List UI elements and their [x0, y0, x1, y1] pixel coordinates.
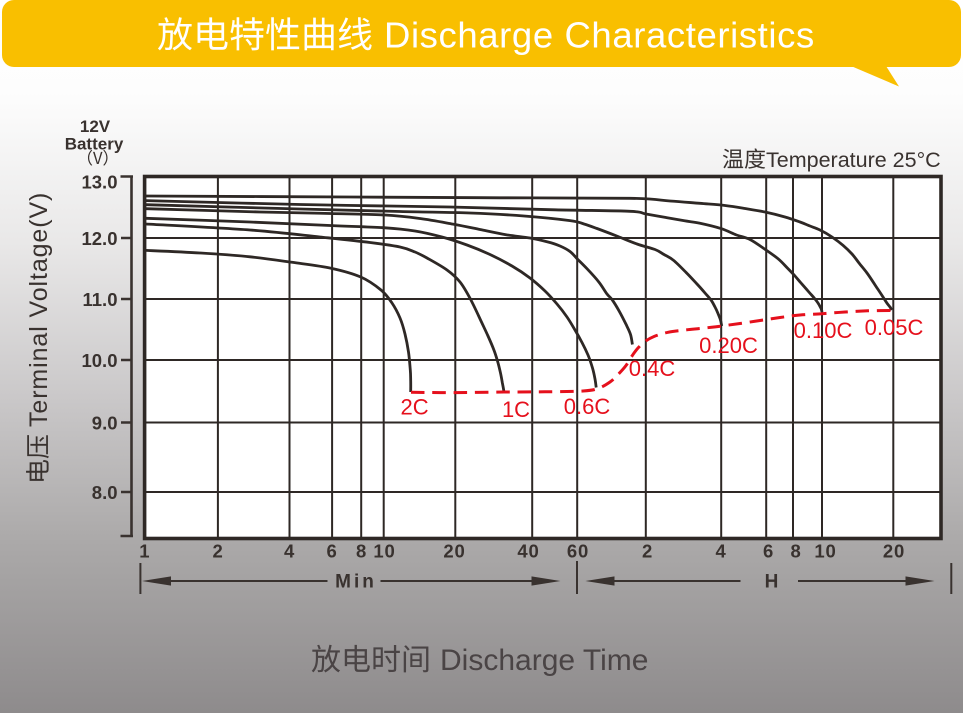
svg-text:Discharge Time: Discharge Time — [440, 644, 648, 677]
svg-text:0.6C: 0.6C — [564, 394, 611, 419]
svg-text:2C: 2C — [401, 395, 429, 420]
svg-text:Min: Min — [335, 572, 377, 593]
svg-text:10: 10 — [814, 541, 836, 562]
svg-text:Terminal Voltage(V): Terminal Voltage(V) — [25, 192, 53, 427]
svg-text:9.0: 9.0 — [92, 413, 118, 434]
svg-text:11.0: 11.0 — [83, 289, 118, 310]
svg-text:6: 6 — [326, 541, 337, 562]
svg-text:Battery: Battery — [65, 134, 124, 153]
svg-text:2: 2 — [642, 541, 653, 562]
svg-text:4: 4 — [715, 541, 726, 562]
svg-text:0.10C: 0.10C — [794, 318, 853, 343]
svg-text:20: 20 — [883, 541, 905, 562]
svg-text:60: 60 — [567, 541, 589, 562]
svg-text:1: 1 — [139, 541, 150, 562]
svg-text:Discharge Characteristics: Discharge Characteristics — [384, 15, 815, 56]
svg-text:0.05C: 0.05C — [865, 315, 924, 340]
svg-text:4: 4 — [284, 541, 295, 562]
svg-text:8.0: 8.0 — [92, 482, 118, 503]
svg-text:12V: 12V — [80, 117, 111, 136]
svg-text:8: 8 — [790, 541, 801, 562]
svg-text:8: 8 — [356, 541, 367, 562]
svg-text:20: 20 — [443, 541, 465, 562]
svg-text:0.20C: 0.20C — [699, 333, 758, 358]
svg-text:0.4C: 0.4C — [629, 356, 676, 381]
svg-text:10: 10 — [373, 541, 395, 562]
svg-text:12.0: 12.0 — [81, 228, 117, 249]
svg-text:2: 2 — [212, 541, 223, 562]
svg-text:13.0: 13.0 — [81, 171, 117, 192]
svg-text:6: 6 — [763, 541, 774, 562]
svg-text:40: 40 — [517, 541, 539, 562]
svg-text:1C: 1C — [502, 397, 530, 422]
svg-text:Temperature 25°C: Temperature 25°C — [766, 148, 941, 172]
svg-text:10.0: 10.0 — [81, 350, 117, 371]
svg-text:H: H — [765, 572, 779, 593]
